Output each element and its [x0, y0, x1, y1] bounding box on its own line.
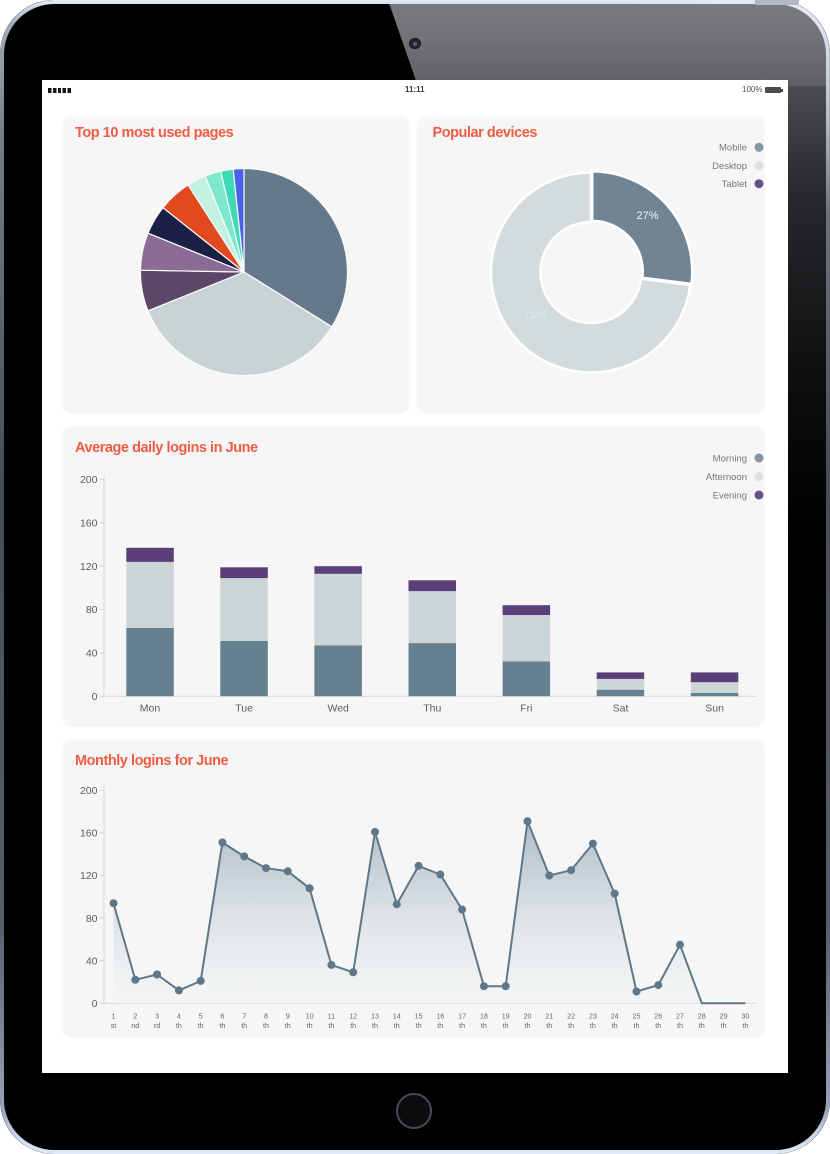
svg-text:th: th: [698, 1021, 704, 1030]
svg-text:160: 160: [79, 518, 97, 530]
svg-text:th: th: [568, 1021, 574, 1030]
svg-text:Mon: Mon: [139, 703, 160, 715]
svg-text:120: 120: [79, 870, 97, 882]
svg-text:th: th: [502, 1021, 508, 1030]
svg-text:7: 7: [242, 1012, 246, 1021]
svg-text:28: 28: [697, 1012, 705, 1021]
svg-text:th: th: [393, 1021, 399, 1030]
svg-text:2: 2: [133, 1012, 137, 1021]
svg-text:25: 25: [632, 1012, 640, 1021]
svg-text:th: th: [328, 1021, 334, 1030]
svg-text:6: 6: [220, 1012, 224, 1021]
svg-text:th: th: [633, 1021, 639, 1030]
svg-text:Tue: Tue: [235, 703, 253, 715]
svg-text:th: th: [263, 1021, 269, 1030]
svg-text:40: 40: [85, 648, 97, 660]
svg-text:20: 20: [523, 1012, 531, 1021]
svg-text:22: 22: [567, 1012, 575, 1021]
svg-text:rd: rd: [153, 1021, 159, 1030]
svg-text:th: th: [742, 1021, 748, 1030]
svg-text:200: 200: [79, 474, 97, 486]
svg-text:Thu: Thu: [423, 703, 441, 715]
svg-text:th: th: [284, 1021, 290, 1030]
svg-text:27%: 27%: [636, 210, 658, 222]
svg-text:th: th: [720, 1021, 726, 1030]
svg-text:19: 19: [501, 1012, 509, 1021]
svg-text:Tablet: Tablet: [721, 179, 747, 190]
svg-text:th: th: [655, 1021, 661, 1030]
svg-text:23: 23: [588, 1012, 596, 1021]
svg-text:0: 0: [91, 691, 97, 703]
svg-text:nd: nd: [131, 1021, 139, 1030]
svg-text:Wed: Wed: [327, 703, 349, 715]
svg-text:200: 200: [79, 785, 97, 797]
svg-text:Fri: Fri: [520, 703, 532, 715]
svg-text:80: 80: [85, 604, 97, 616]
svg-text:4: 4: [176, 1012, 180, 1021]
svg-text:30: 30: [741, 1012, 749, 1021]
svg-text:120: 120: [79, 561, 97, 573]
svg-text:th: th: [546, 1021, 552, 1030]
svg-text:th: th: [372, 1021, 378, 1030]
svg-text:27: 27: [676, 1012, 684, 1021]
svg-text:12: 12: [349, 1012, 357, 1021]
svg-text:th: th: [459, 1021, 465, 1030]
svg-text:th: th: [219, 1021, 225, 1030]
svg-text:18: 18: [479, 1012, 487, 1021]
svg-text:24: 24: [610, 1012, 618, 1021]
svg-text:Morning: Morning: [712, 453, 746, 464]
svg-text:21: 21: [545, 1012, 553, 1021]
svg-text:73%: 73%: [523, 310, 545, 322]
svg-text:th: th: [437, 1021, 443, 1030]
svg-text:th: th: [197, 1021, 203, 1030]
svg-text:Sat: Sat: [612, 703, 628, 715]
svg-text:29: 29: [719, 1012, 727, 1021]
svg-text:14: 14: [392, 1012, 400, 1021]
svg-text:th: th: [350, 1021, 356, 1030]
svg-text:Desktop: Desktop: [712, 161, 747, 172]
svg-text:Evening: Evening: [712, 490, 746, 501]
svg-text:th: th: [611, 1021, 617, 1030]
svg-text:th: th: [415, 1021, 421, 1030]
svg-text:17: 17: [458, 1012, 466, 1021]
svg-text:1: 1: [111, 1012, 115, 1021]
svg-text:Afternoon: Afternoon: [705, 472, 746, 483]
svg-text:th: th: [175, 1021, 181, 1030]
svg-text:80: 80: [85, 913, 97, 925]
svg-text:5: 5: [198, 1012, 202, 1021]
svg-text:th: th: [480, 1021, 486, 1030]
svg-text:8: 8: [264, 1012, 268, 1021]
svg-text:th: th: [306, 1021, 312, 1030]
svg-text:11: 11: [327, 1012, 334, 1021]
svg-text:160: 160: [79, 828, 97, 840]
svg-text:10: 10: [305, 1012, 313, 1021]
svg-text:Sun: Sun: [705, 703, 724, 715]
svg-text:40: 40: [85, 955, 97, 967]
svg-text:15: 15: [414, 1012, 422, 1021]
svg-text:th: th: [589, 1021, 595, 1030]
svg-text:th: th: [524, 1021, 530, 1030]
svg-text:9: 9: [285, 1012, 289, 1021]
svg-text:13: 13: [371, 1012, 379, 1021]
svg-text:th: th: [677, 1021, 683, 1030]
svg-text:st: st: [110, 1021, 116, 1030]
svg-text:0: 0: [91, 998, 97, 1010]
svg-text:26: 26: [654, 1012, 662, 1021]
svg-text:3: 3: [155, 1012, 159, 1021]
svg-text:16: 16: [436, 1012, 444, 1021]
svg-text:th: th: [241, 1021, 247, 1030]
svg-text:Mobile: Mobile: [719, 143, 747, 154]
